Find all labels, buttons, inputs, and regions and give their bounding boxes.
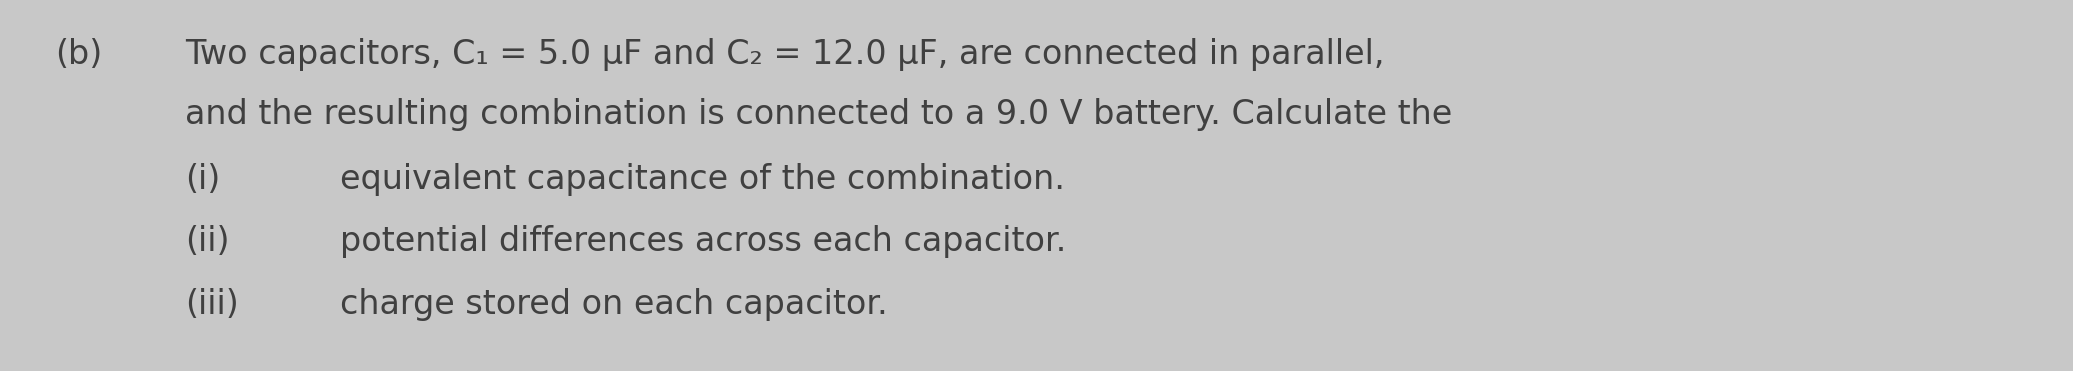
Text: potential differences across each capacitor.: potential differences across each capaci… (340, 225, 1066, 258)
Text: equivalent capacitance of the combination.: equivalent capacitance of the combinatio… (340, 163, 1066, 196)
Text: (ii): (ii) (184, 225, 230, 258)
Text: and the resulting combination is connected to a 9.0 V battery. Calculate the: and the resulting combination is connect… (184, 98, 1453, 131)
Text: charge stored on each capacitor.: charge stored on each capacitor. (340, 288, 887, 321)
Text: (b): (b) (56, 38, 102, 71)
Text: (iii): (iii) (184, 288, 238, 321)
Text: Two capacitors, C₁ = 5.0 μF and C₂ = 12.0 μF, are connected in parallel,: Two capacitors, C₁ = 5.0 μF and C₂ = 12.… (184, 38, 1385, 71)
Text: (i): (i) (184, 163, 220, 196)
